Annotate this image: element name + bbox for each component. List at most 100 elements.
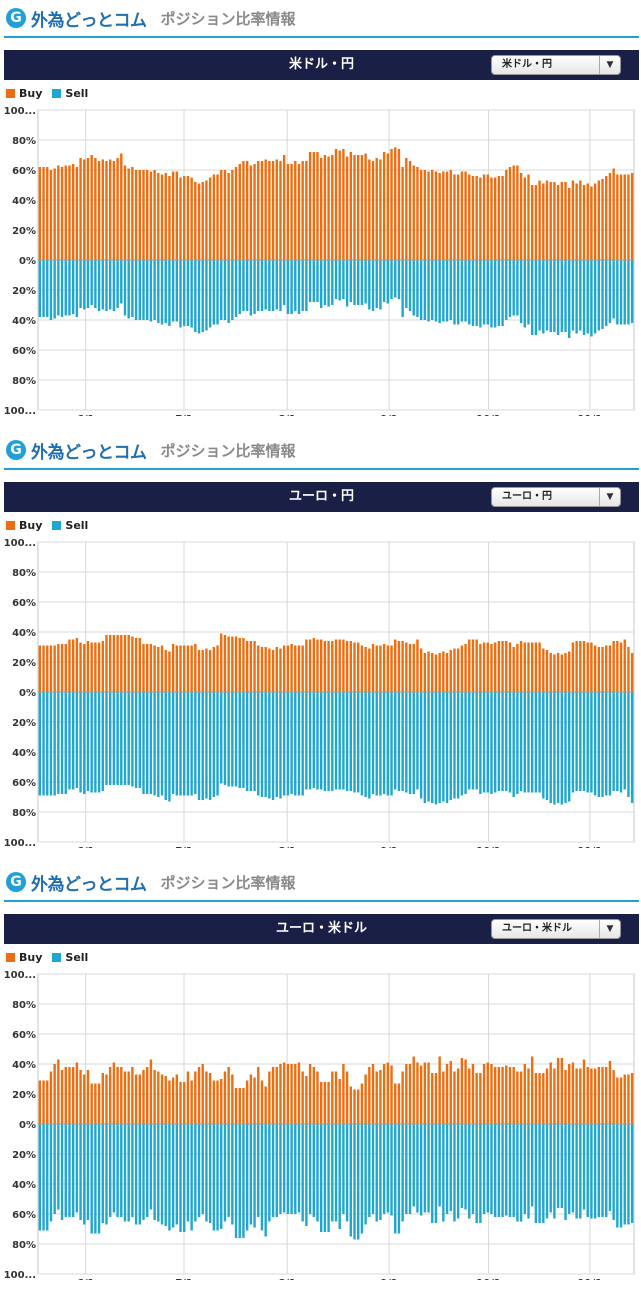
- buy-bar: [612, 1070, 615, 1124]
- sell-bar: [434, 260, 438, 322]
- chevron-down-icon[interactable]: ▼: [599, 56, 620, 74]
- sell-bar: [142, 260, 145, 320]
- buy-bar: [64, 165, 67, 260]
- sell-bar: [368, 1124, 371, 1217]
- sell-bar: [371, 692, 375, 794]
- buy-bar: [527, 642, 530, 692]
- sell-bar: [227, 692, 230, 787]
- chevron-down-icon[interactable]: ▼: [599, 488, 620, 506]
- buy-bar: [171, 171, 175, 260]
- sell-bar: [201, 692, 204, 800]
- buy-bar: [416, 1062, 419, 1124]
- buy-bar: [120, 1067, 123, 1124]
- sell-bar: [197, 1124, 201, 1217]
- buy-bar: [164, 173, 167, 260]
- sell-bar: [153, 1124, 156, 1220]
- sell-bar: [345, 1124, 349, 1222]
- chevron-down-icon[interactable]: ▼: [599, 920, 620, 938]
- buy-bar: [490, 1064, 493, 1124]
- buy-bar: [390, 1065, 393, 1124]
- pair-select[interactable]: ユーロ・米ドル ▼: [491, 919, 621, 939]
- buy-bar: [357, 642, 360, 692]
- sell-bar: [527, 692, 530, 793]
- buy-bar: [353, 1089, 356, 1124]
- buy-bar: [516, 1071, 519, 1124]
- sell-bar: [75, 1124, 79, 1213]
- sell-bar: [597, 692, 601, 797]
- sell-bar: [619, 1124, 623, 1228]
- buy-bar: [53, 1064, 56, 1124]
- buy-bar: [245, 641, 249, 692]
- sell-bar: [556, 692, 560, 803]
- buy-bar: [308, 152, 312, 260]
- buy-bar: [501, 176, 504, 260]
- buy-bar: [386, 153, 390, 260]
- buy-bar: [556, 185, 560, 260]
- buy-bar: [334, 639, 338, 692]
- buy-bar: [249, 641, 253, 692]
- sell-bar: [297, 260, 301, 314]
- sell-bar: [108, 692, 112, 785]
- pair-select[interactable]: ユーロ・円 ▼: [491, 487, 621, 507]
- buy-bar: [138, 638, 142, 692]
- sell-bar: [49, 1124, 53, 1222]
- sell-bar: [349, 692, 353, 791]
- sell-bar: [542, 260, 545, 334]
- buy-bar: [179, 1082, 182, 1124]
- sell-bar: [127, 692, 130, 785]
- buy-bar: [519, 173, 523, 260]
- sell-bar: [571, 1124, 575, 1213]
- legend-label-buy: Buy: [19, 950, 43, 964]
- buy-bar: [427, 1062, 430, 1124]
- sell-bar: [360, 692, 364, 796]
- buy-bar: [616, 641, 619, 692]
- buy-bar: [190, 645, 193, 692]
- buy-bar: [105, 161, 108, 260]
- buy-bar: [323, 641, 327, 692]
- buy-bar: [568, 188, 571, 260]
- buy-bar: [194, 182, 197, 260]
- sell-bar: [131, 1124, 134, 1217]
- sell-bar: [505, 692, 508, 791]
- sell-bar: [127, 260, 130, 319]
- buy-bar: [449, 1061, 452, 1124]
- buy-bar: [175, 645, 179, 692]
- buy-bar: [94, 642, 97, 692]
- sell-bar: [183, 260, 186, 326]
- buy-bar: [279, 161, 282, 260]
- buy-bar: [286, 164, 290, 260]
- buy-bar: [327, 641, 330, 692]
- buy-bar: [186, 645, 190, 692]
- buy-bar: [412, 644, 415, 692]
- sell-bar: [308, 260, 312, 302]
- buy-bar: [512, 165, 515, 260]
- sell-bar: [593, 692, 597, 796]
- buy-bar: [464, 1059, 467, 1124]
- buy-bar: [64, 644, 67, 692]
- sell-bar: [131, 692, 134, 787]
- pair-select[interactable]: 米ドル・円 ▼: [491, 55, 621, 75]
- sell-bar: [490, 260, 493, 328]
- buy-bar: [619, 1077, 623, 1124]
- sell-bar: [290, 1124, 293, 1214]
- sell-bar: [123, 260, 127, 316]
- sell-bar: [605, 260, 608, 326]
- sell-bar: [101, 260, 104, 310]
- sell-bar: [53, 1124, 56, 1214]
- sell-bar: [568, 1124, 571, 1214]
- buy-bar: [138, 1074, 142, 1124]
- buy-bar: [434, 1073, 438, 1124]
- chart-titlebar: 米ドル・円 米ドル・円 ▼: [4, 50, 639, 80]
- buy-bar: [305, 161, 308, 260]
- buy-bar: [275, 1067, 278, 1124]
- buy-bar: [345, 1071, 349, 1124]
- buy-bar: [46, 167, 49, 260]
- sell-bar: [338, 260, 341, 301]
- buy-bar: [630, 173, 634, 260]
- sell-bar: [364, 260, 367, 304]
- sell-bar: [523, 260, 526, 328]
- buy-bar: [623, 639, 626, 692]
- buy-bar: [405, 1064, 408, 1124]
- sell-bar: [479, 1124, 482, 1223]
- buy-bar: [245, 1080, 249, 1124]
